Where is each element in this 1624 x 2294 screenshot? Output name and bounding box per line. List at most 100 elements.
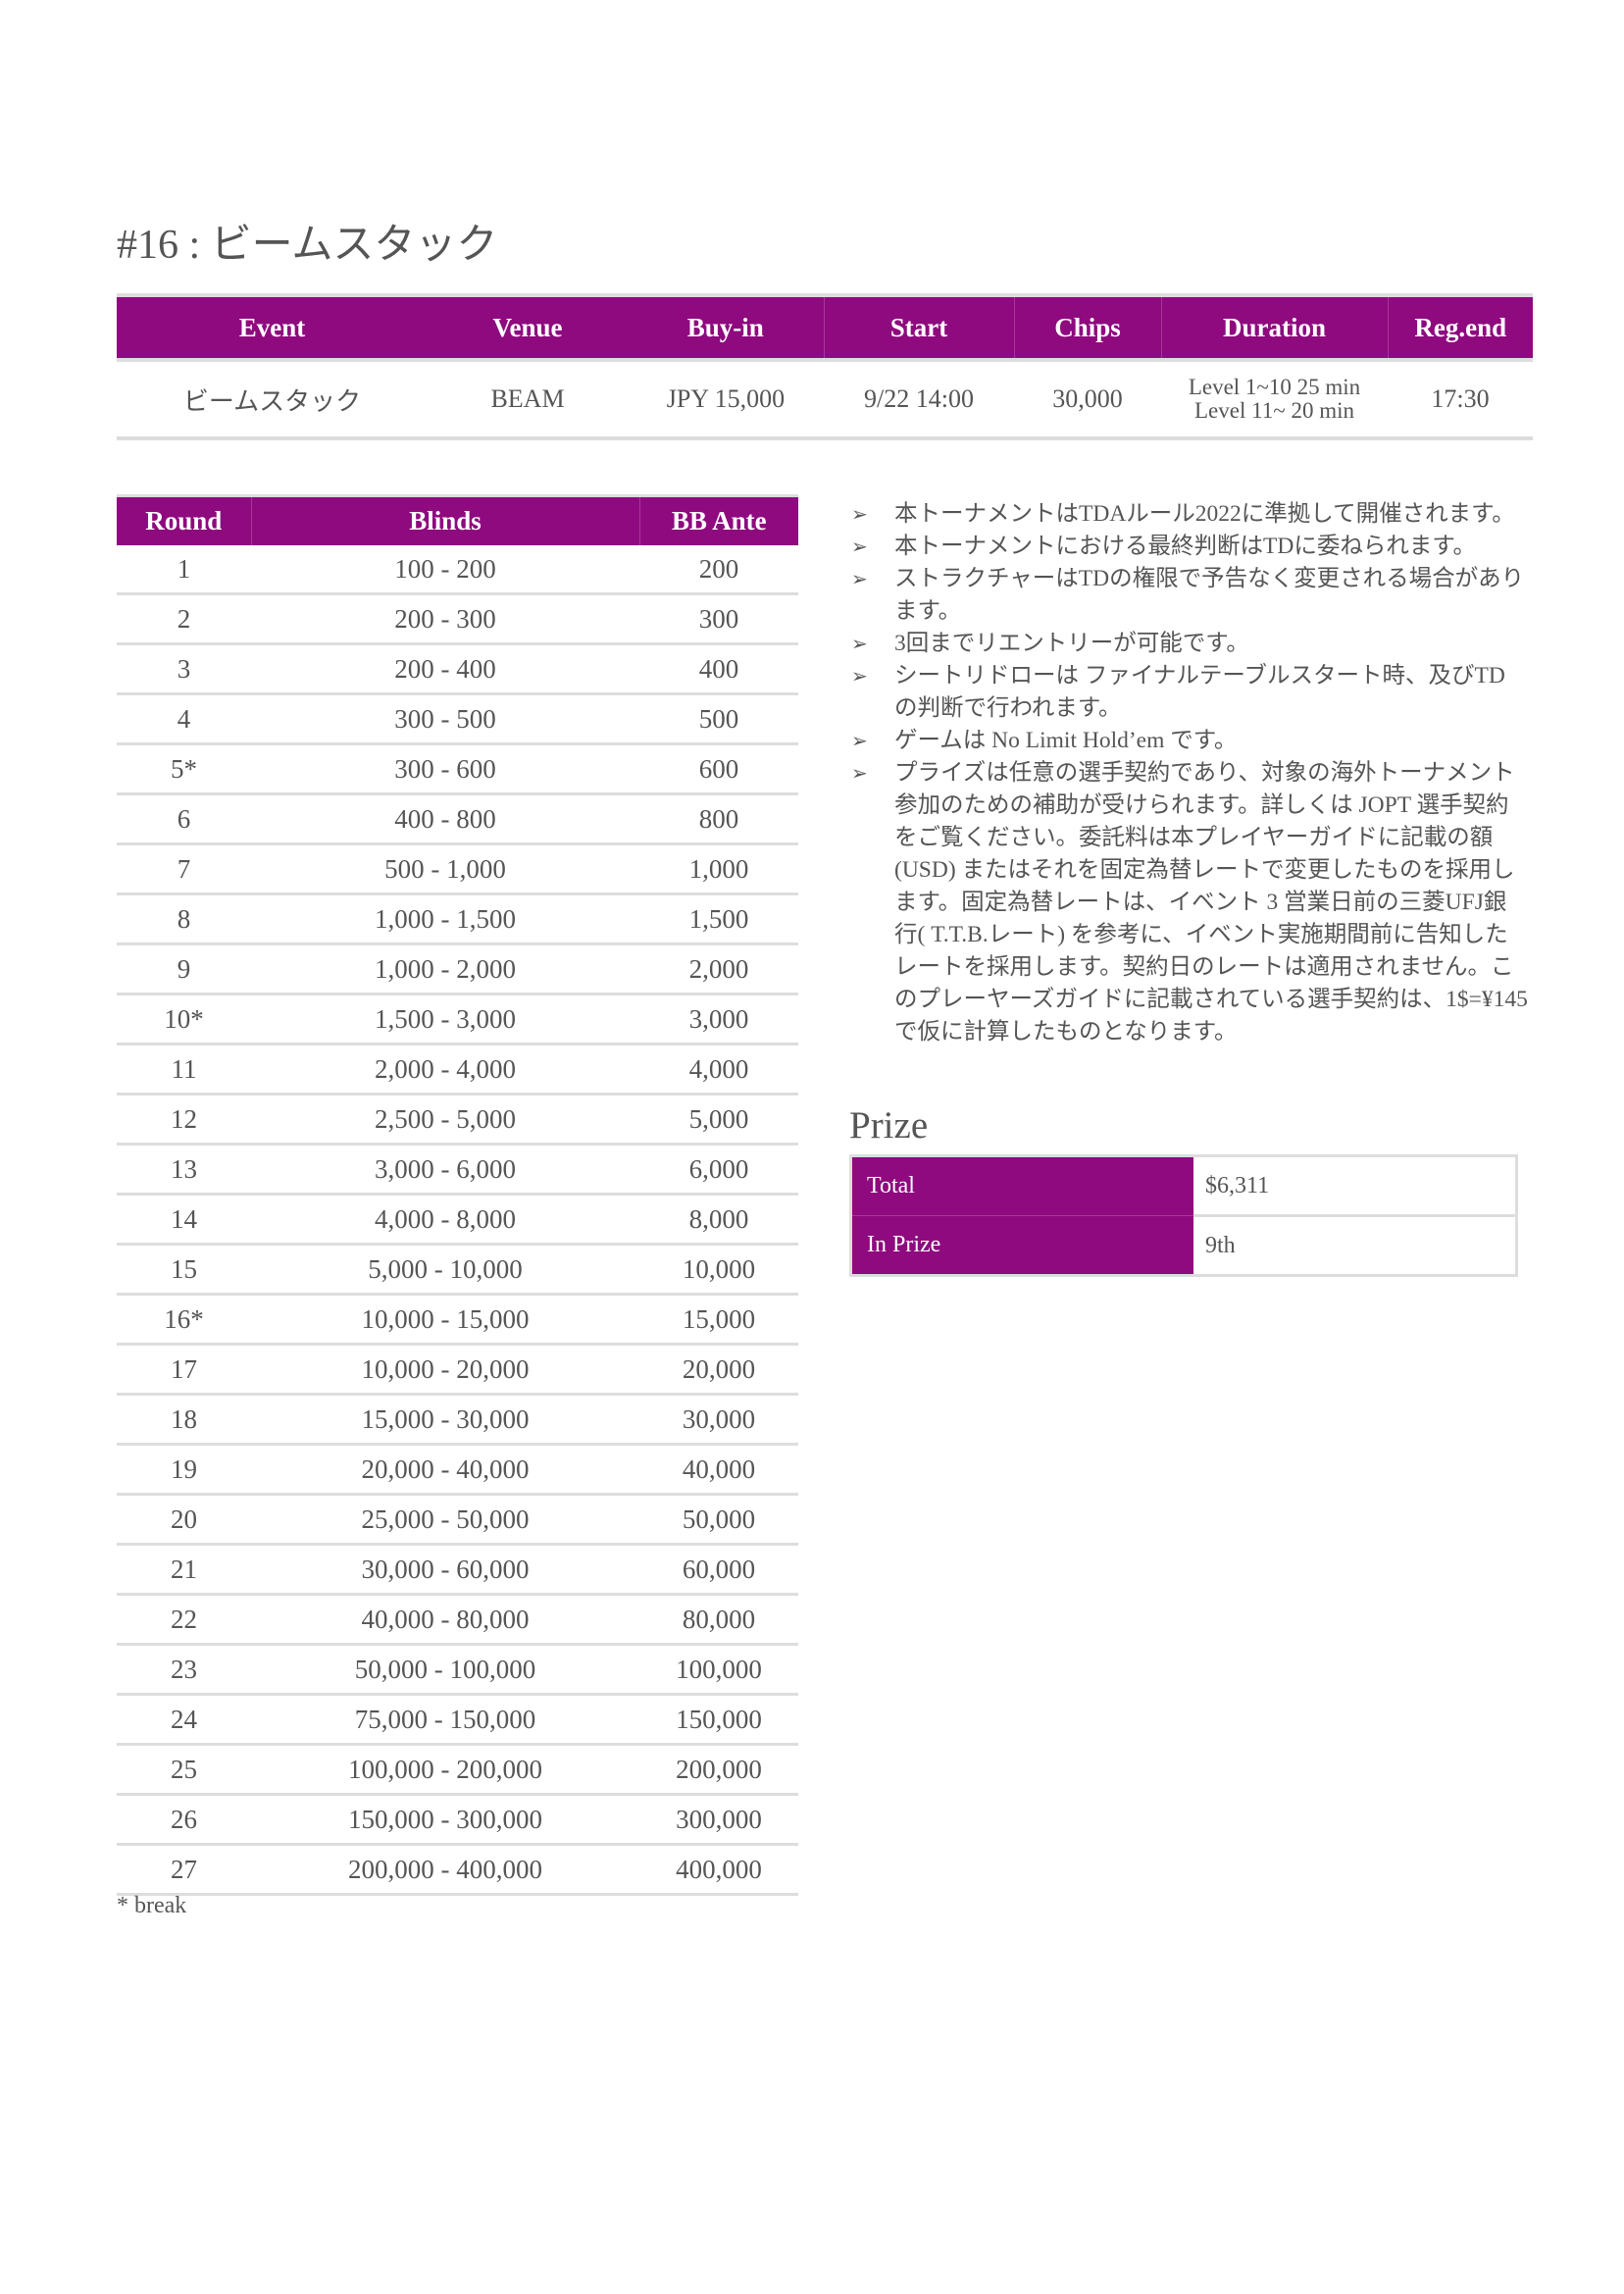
cell-bb-ante: 8,000 xyxy=(639,1194,798,1246)
blinds-row: 5* 300 - 600 600 xyxy=(117,743,798,795)
cell-blinds: 30,000 - 60,000 xyxy=(251,1544,639,1596)
cell-blinds: 10,000 - 20,000 xyxy=(251,1344,639,1396)
blinds-row: 16* 10,000 - 15,000 15,000 xyxy=(117,1294,798,1346)
note-item: ➢ ストラクチャーはTDの権限で予告なく変更される場合があります。 xyxy=(851,563,1528,628)
prize-value: $6,311 xyxy=(1193,1155,1517,1217)
cell-round: 9 xyxy=(117,943,251,995)
duration-line-2: Level 11~ 20 min xyxy=(1194,398,1354,423)
prize-row-in-prize: In Prize 9th xyxy=(850,1215,1517,1276)
cell-round: 12 xyxy=(117,1094,251,1146)
note-text: シートリドローは ファイナルテーブルスタート時、及びTDの判断で行われます。 xyxy=(894,663,1505,721)
header-bb-ante: BB Ante xyxy=(638,495,798,545)
header-venue: Venue xyxy=(428,295,628,362)
cell-bb-ante: 600 xyxy=(639,743,798,795)
blinds-row: 19 20,000 - 40,000 40,000 xyxy=(117,1444,798,1496)
cell-bb-ante: 60,000 xyxy=(639,1544,798,1596)
arrowhead-bullet-icon: ➢ xyxy=(851,502,868,526)
arrowhead-bullet-icon: ➢ xyxy=(851,535,868,558)
cell-bb-ante: 5,000 xyxy=(639,1094,798,1146)
cell-bb-ante: 1,000 xyxy=(639,843,798,895)
prize-title: Prize xyxy=(849,1104,929,1147)
note-text: ゲームは No Limit Hold’em です。 xyxy=(894,728,1238,753)
cell-round: 16* xyxy=(117,1294,251,1346)
note-text: 本トーナメントはTDAルール2022に準拠して開催されます。 xyxy=(894,501,1515,527)
cell-round: 22 xyxy=(117,1594,251,1646)
blinds-row: 12 2,500 - 5,000 5,000 xyxy=(117,1094,798,1146)
event-regend: 17:30 xyxy=(1431,384,1490,413)
cell-bb-ante: 400,000 xyxy=(639,1844,798,1896)
blinds-row: 23 50,000 - 100,000 100,000 xyxy=(117,1644,798,1696)
prize-value: 9th xyxy=(1205,1232,1236,1258)
blinds-table-header: Round Blinds BB Ante xyxy=(117,495,798,545)
blinds-row: 26 150,000 - 300,000 300,000 xyxy=(117,1794,798,1846)
note-text: 本トーナメントにおける最終判断はTDに委ねられます。 xyxy=(894,534,1476,559)
cell-blinds: 1,000 - 2,000 xyxy=(251,943,639,995)
duration-line-1: Level 1~10 25 min xyxy=(1188,375,1361,399)
cell-bb-ante: 300,000 xyxy=(639,1794,798,1846)
arrowhead-bullet-icon: ➢ xyxy=(851,567,868,590)
header-blinds: Blinds xyxy=(250,495,639,545)
cell-blinds: 400 - 800 xyxy=(251,793,639,845)
cell-bb-ante: 3,000 xyxy=(639,994,798,1045)
cell-blinds: 100,000 - 200,000 xyxy=(251,1744,639,1796)
cell-bb-ante: 20,000 xyxy=(639,1344,798,1396)
cell-bb-ante: 80,000 xyxy=(639,1594,798,1646)
blinds-row: 18 15,000 - 30,000 30,000 xyxy=(117,1394,798,1446)
cell-round: 5* xyxy=(117,743,251,795)
cell-blinds: 1,000 - 1,500 xyxy=(251,893,639,945)
cell-bb-ante: 15,000 xyxy=(639,1294,798,1346)
break-footnote: * break xyxy=(117,1893,187,1918)
cell-blinds: 5,000 - 10,000 xyxy=(251,1244,639,1296)
cell-bb-ante: 200 xyxy=(639,545,798,595)
cell-round: 11 xyxy=(117,1044,251,1096)
cell-round: 4 xyxy=(117,693,251,745)
blinds-row: 27 200,000 - 400,000 400,000 xyxy=(117,1844,798,1896)
cell-blinds: 4,000 - 8,000 xyxy=(251,1194,639,1246)
header-buyin: Buy-in xyxy=(628,295,824,362)
cell-round: 25 xyxy=(117,1744,251,1796)
note-item: ➢ プライズは任意の選手契約であり、対象の海外トーナメント参加のための補助が受けら… xyxy=(851,757,1528,1048)
event-row: ビームスタック BEAM JPY 15,000 9/22 14:00 30,00… xyxy=(117,360,1533,438)
cell-blinds: 75,000 - 150,000 xyxy=(251,1694,639,1746)
cell-bb-ante: 1,500 xyxy=(639,893,798,945)
cell-blinds: 200,000 - 400,000 xyxy=(251,1844,639,1896)
cell-bb-ante: 150,000 xyxy=(639,1694,798,1746)
blinds-row: 4 300 - 500 500 xyxy=(117,693,798,745)
cell-blinds: 1,500 - 3,000 xyxy=(251,994,639,1045)
cell-round: 20 xyxy=(117,1494,251,1546)
prize-table: Total $6,311 In Prize 9th xyxy=(849,1154,1518,1277)
cell-bb-ante: 100,000 xyxy=(639,1644,798,1696)
cell-bb-ante: 800 xyxy=(639,793,798,845)
header-start: Start xyxy=(823,295,1014,362)
blinds-row: 7 500 - 1,000 1,000 xyxy=(117,843,798,895)
cell-bb-ante: 30,000 xyxy=(639,1394,798,1446)
cell-blinds: 10,000 - 15,000 xyxy=(251,1294,639,1346)
blinds-row: 2 200 - 300 300 xyxy=(117,593,798,645)
header-duration: Duration xyxy=(1160,295,1388,362)
cell-round: 13 xyxy=(117,1144,251,1196)
rules-notes-list: ➢ 本トーナメントはTDAルール2022に準拠して開催されます。 ➢ 本トーナメントに… xyxy=(851,498,1528,1048)
cell-round: 19 xyxy=(117,1444,251,1496)
cell-blinds: 150,000 - 300,000 xyxy=(251,1794,639,1846)
cell-blinds: 3,000 - 6,000 xyxy=(251,1144,639,1196)
cell-round: 1 xyxy=(117,545,251,595)
header-regend: Reg.end xyxy=(1387,295,1533,362)
cell-blinds: 300 - 600 xyxy=(251,743,639,795)
blinds-row: 15 5,000 - 10,000 10,000 xyxy=(117,1244,798,1296)
note-text: ストラクチャーはTDの権限で予告なく変更される場合があります。 xyxy=(894,566,1525,624)
prize-label: In Prize xyxy=(850,1215,1193,1276)
arrowhead-bullet-icon: ➢ xyxy=(851,761,868,785)
cell-bb-ante: 40,000 xyxy=(639,1444,798,1496)
cell-round: 24 xyxy=(117,1694,251,1746)
blinds-row: 1 100 - 200 200 xyxy=(117,545,798,595)
cell-bb-ante: 400 xyxy=(639,643,798,695)
blinds-row: 25 100,000 - 200,000 200,000 xyxy=(117,1744,798,1796)
cell-round: 27 xyxy=(117,1844,251,1896)
cell-blinds: 50,000 - 100,000 xyxy=(251,1644,639,1696)
cell-bb-ante: 300 xyxy=(639,593,798,645)
note-item: ➢ 3回までリエントリーが可能です。 xyxy=(851,628,1528,660)
note-item: ➢ ゲームは No Limit Hold’em です。 xyxy=(851,725,1528,757)
cell-bb-ante: 4,000 xyxy=(639,1044,798,1096)
cell-bb-ante: 50,000 xyxy=(639,1494,798,1546)
cell-blinds: 2,000 - 4,000 xyxy=(251,1044,639,1096)
